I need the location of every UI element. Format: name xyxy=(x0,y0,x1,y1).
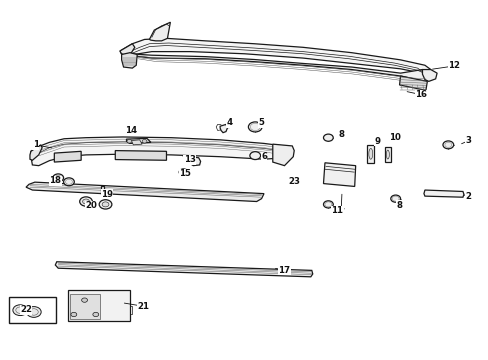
Text: 8: 8 xyxy=(337,130,344,139)
Circle shape xyxy=(323,134,332,141)
Text: 15: 15 xyxy=(179,169,190,178)
Circle shape xyxy=(390,195,400,202)
Text: 22: 22 xyxy=(20,305,32,314)
Text: 12: 12 xyxy=(447,62,459,71)
Circle shape xyxy=(93,312,99,317)
Polygon shape xyxy=(220,125,227,133)
Circle shape xyxy=(323,201,332,208)
Text: 10: 10 xyxy=(388,133,400,142)
Polygon shape xyxy=(120,44,135,55)
Text: 3: 3 xyxy=(465,136,471,145)
Text: 17: 17 xyxy=(278,266,290,275)
Circle shape xyxy=(26,307,41,318)
Text: 5: 5 xyxy=(258,118,264,127)
Text: 16: 16 xyxy=(414,90,426,99)
Ellipse shape xyxy=(386,150,388,159)
Circle shape xyxy=(82,199,89,204)
Polygon shape xyxy=(423,190,463,197)
Text: 1: 1 xyxy=(33,140,39,149)
Polygon shape xyxy=(272,144,294,166)
Bar xyxy=(384,147,390,162)
Circle shape xyxy=(71,312,77,317)
Polygon shape xyxy=(323,163,355,186)
Bar xyxy=(68,290,130,320)
Polygon shape xyxy=(26,182,264,202)
Text: 20: 20 xyxy=(85,201,97,210)
Text: 8: 8 xyxy=(396,201,402,210)
Polygon shape xyxy=(131,140,142,145)
Circle shape xyxy=(80,197,92,206)
Circle shape xyxy=(248,122,262,132)
Text: 7: 7 xyxy=(337,208,344,217)
Polygon shape xyxy=(422,69,436,81)
Polygon shape xyxy=(54,151,81,162)
Text: 14: 14 xyxy=(125,126,137,135)
Circle shape xyxy=(127,139,132,143)
Circle shape xyxy=(142,139,147,143)
Circle shape xyxy=(13,305,27,316)
Circle shape xyxy=(53,174,63,182)
Bar xyxy=(101,186,104,194)
Text: 19: 19 xyxy=(101,190,113,199)
Ellipse shape xyxy=(368,148,372,159)
Text: 6: 6 xyxy=(261,152,266,161)
Polygon shape xyxy=(30,145,42,160)
Polygon shape xyxy=(122,53,137,68)
Polygon shape xyxy=(55,262,312,277)
Circle shape xyxy=(99,200,112,209)
Circle shape xyxy=(63,178,74,186)
Polygon shape xyxy=(120,39,430,74)
Text: 18: 18 xyxy=(49,176,61,185)
Polygon shape xyxy=(31,137,293,166)
Text: 21: 21 xyxy=(137,302,149,311)
Circle shape xyxy=(249,152,260,159)
Text: 2: 2 xyxy=(465,192,471,201)
Circle shape xyxy=(102,202,109,207)
Polygon shape xyxy=(149,22,170,41)
Text: 23: 23 xyxy=(287,177,300,186)
Bar xyxy=(9,297,56,323)
Polygon shape xyxy=(126,138,151,143)
Polygon shape xyxy=(122,53,427,81)
Polygon shape xyxy=(115,150,166,160)
Bar xyxy=(366,145,373,163)
Text: 11: 11 xyxy=(330,206,343,215)
Polygon shape xyxy=(399,76,427,90)
Circle shape xyxy=(81,298,87,302)
Text: 13: 13 xyxy=(183,156,196,165)
Circle shape xyxy=(179,169,187,175)
Text: 4: 4 xyxy=(226,118,232,127)
Text: 9: 9 xyxy=(373,137,379,146)
Circle shape xyxy=(442,141,453,149)
Bar xyxy=(70,294,100,319)
Polygon shape xyxy=(183,156,200,166)
